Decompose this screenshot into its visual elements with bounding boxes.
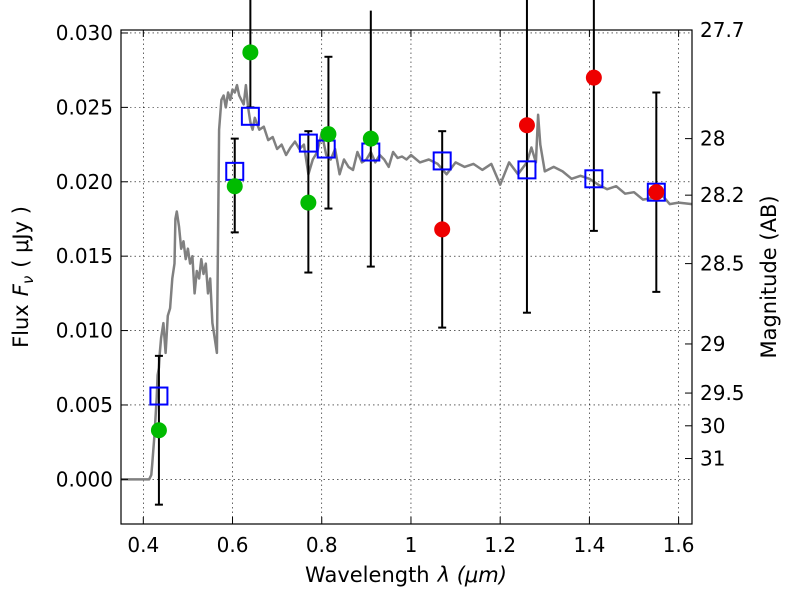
model-point-square	[432, 151, 452, 171]
non-detection-points	[434, 69, 665, 238]
mag-tick-label: 30	[700, 414, 725, 438]
model-point-square	[149, 386, 169, 406]
detection-point	[226, 178, 243, 195]
error-bars	[154, 0, 661, 506]
model-point-square	[517, 160, 537, 180]
x-tick-label: 1.6	[663, 533, 695, 557]
detection-point	[362, 130, 379, 147]
y-tick-label: 0.000	[56, 467, 113, 491]
detection-point	[300, 194, 317, 211]
y-tick-label: 0.025	[56, 95, 113, 119]
detection-point	[320, 126, 337, 143]
x-tick-label: 1.4	[573, 533, 605, 557]
non-detection-point	[585, 69, 602, 86]
mag-tick-label: 29.5	[700, 381, 745, 405]
detection-points	[150, 44, 379, 439]
mag-tick-label: 28.5	[700, 252, 745, 276]
mag-tick-label: 29	[700, 332, 725, 356]
mag-tick-label: 31	[700, 447, 725, 471]
model-points	[149, 106, 666, 406]
y-tick-label: 0.030	[56, 21, 113, 45]
detection-point	[242, 44, 259, 61]
mag-tick-label: 28.2	[700, 183, 745, 207]
x-tick-label: 0.4	[127, 533, 159, 557]
model-point-square	[240, 106, 260, 126]
x-tick-label: 0.8	[306, 533, 338, 557]
detection-point	[150, 422, 167, 439]
x-tick-label: 0.6	[217, 533, 249, 557]
model-point-square	[646, 182, 666, 202]
y-tick-label: 0.015	[56, 244, 113, 268]
non-detection-point	[648, 184, 665, 201]
y-tick-label: 0.020	[56, 170, 113, 194]
model-sed-curve	[121, 83, 693, 481]
y2-axis-label: Magnitude (AB)	[757, 195, 781, 358]
non-detection-point	[434, 221, 451, 238]
plot-frame	[120, 29, 693, 525]
model-sed-line	[121, 83, 693, 481]
y-axis-label: FluxFν( μJy )	[9, 206, 37, 348]
x-axis-label: Wavelength λ (μm)	[305, 563, 507, 587]
model-point-square	[584, 169, 604, 189]
mag-tick-label: 28	[700, 127, 725, 151]
non-detection-point	[518, 117, 535, 134]
x-tick-label: 1.2	[484, 533, 516, 557]
axis-ticks: 0.4 0.6 0.8 1 1.2 1.4 1.6 0.000 0.005 0.010 0.015 0…	[56, 18, 745, 557]
mag-tick-label: 27.7	[700, 18, 745, 42]
x-tick-label: 1	[405, 533, 418, 557]
y-tick-label: 0.010	[56, 319, 113, 343]
y-tick-label: 0.005	[56, 393, 113, 417]
